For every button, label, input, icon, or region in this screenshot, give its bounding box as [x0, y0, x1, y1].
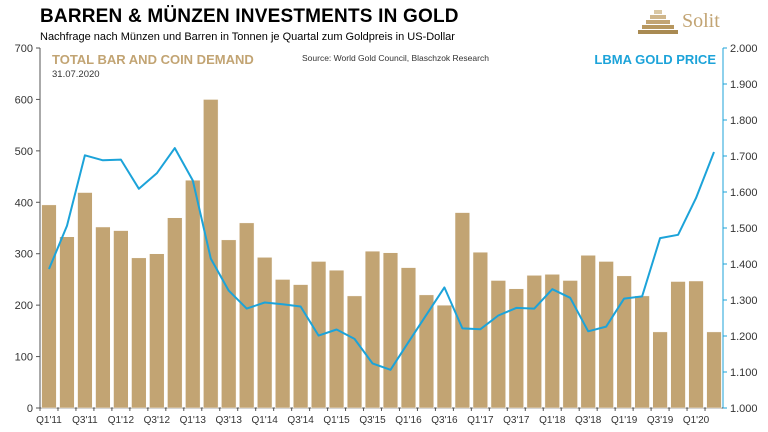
right-axis-tick-label: 1.600 — [730, 187, 758, 199]
bar — [328, 269, 345, 409]
bar — [221, 239, 237, 409]
date-label: 31.07.2020 — [52, 69, 100, 80]
bar — [652, 331, 668, 409]
bar — [59, 236, 75, 409]
bar — [239, 222, 255, 409]
x-axis-tick-label: Q3'19 — [647, 415, 674, 426]
bar — [544, 274, 560, 409]
x-axis-tick-label: Q1'15 — [323, 415, 350, 426]
x-axis-tick-label: Q1'13 — [180, 415, 207, 426]
x-axis-tick-label: Q1'11 — [36, 415, 62, 426]
bar — [562, 280, 578, 409]
left-axis-tick-label: 600 — [15, 94, 33, 106]
chart-subtitle: Nachfrage nach Münzen und Barren in Tonn… — [40, 31, 455, 43]
bar — [185, 179, 201, 409]
x-axis-tick-label: Q1'16 — [395, 415, 422, 426]
bar — [203, 99, 219, 409]
left-series-label: TOTAL BAR AND COIN DEMAND — [52, 52, 254, 67]
right-axis-tick-label: 1.000 — [730, 403, 758, 415]
bar — [41, 204, 57, 409]
left-axis-tick-label: 700 — [15, 43, 33, 55]
right-axis-tick-label: 1.700 — [730, 151, 758, 163]
x-axis-tick-label: Q3'12 — [144, 415, 171, 426]
bar — [346, 295, 363, 409]
left-axis-tick-label: 500 — [15, 146, 33, 158]
right-axis-tick-label: 2.000 — [730, 43, 758, 55]
line-series — [48, 147, 715, 371]
brand-logo: Solit — [636, 6, 756, 42]
bar — [292, 284, 309, 409]
brand-name: Solit — [682, 10, 720, 32]
right-axis-tick-label: 1.400 — [730, 259, 758, 271]
left-axis-tick-label: 300 — [15, 249, 33, 261]
bar — [598, 261, 614, 409]
right-axis-tick-label: 1.100 — [730, 367, 758, 379]
x-axis-tick-label: Q3'14 — [287, 415, 314, 426]
source-label: Source: World Gold Council, Blaschzok Re… — [302, 53, 489, 63]
bar — [131, 257, 147, 409]
right-series-label: LBMA GOLD PRICE — [594, 52, 716, 67]
bar — [364, 250, 381, 409]
bar — [616, 275, 632, 409]
x-axis-tick-label: Q1'14 — [251, 415, 278, 426]
gold-price-line — [48, 147, 715, 371]
x-axis-tick-label: Q1'19 — [611, 415, 638, 426]
right-axis-tick-label: 1.500 — [730, 223, 758, 235]
x-axis-tick-label: Q1'18 — [539, 415, 566, 426]
bar — [257, 257, 273, 409]
bar — [149, 253, 165, 409]
x-axis-tick-label: Q3'18 — [575, 415, 602, 426]
bar — [508, 288, 524, 409]
bar — [382, 252, 399, 409]
x-axis-tick-label: Q3'16 — [431, 415, 458, 426]
x-axis-tick-label: Q3'11 — [72, 415, 98, 426]
stepped-pyramid-icon — [638, 10, 678, 34]
bar — [95, 226, 111, 409]
bar — [113, 230, 129, 409]
bar — [688, 280, 704, 409]
chart-title: BARREN & MÜNZEN INVESTMENTS IN GOLD — [40, 6, 459, 27]
left-axis-tick-label: 400 — [15, 197, 33, 209]
x-axis-tick-label: Q3'13 — [216, 415, 243, 426]
right-axis-tick-label: 1.200 — [730, 331, 758, 343]
tick-labels: 0 100 200 300 400 500 600 700 1.000 1.100 1.200 1.3… — [15, 43, 758, 426]
bar — [418, 294, 435, 409]
bar — [454, 212, 471, 409]
bar — [670, 281, 686, 409]
bar — [436, 304, 453, 409]
bar — [490, 280, 506, 409]
right-axis-tick-label: 1.800 — [730, 115, 758, 127]
bar — [77, 192, 93, 409]
bar — [275, 279, 291, 409]
x-axis-tick-label: Q3'15 — [359, 415, 386, 426]
bar — [167, 217, 183, 409]
bar — [706, 331, 722, 409]
left-axis-tick-label: 100 — [15, 352, 33, 364]
right-axis-tick-label: 1.300 — [730, 295, 758, 307]
x-axis-tick-label: Q1'17 — [467, 415, 494, 426]
bar — [400, 267, 417, 409]
x-axis-tick-label: Q3'17 — [503, 415, 530, 426]
right-axis-tick-label: 1.900 — [730, 79, 758, 91]
x-axis-tick-label: Q1'12 — [108, 415, 135, 426]
left-axis-tick-label: 200 — [15, 300, 33, 312]
x-axis-tick-label: Q1'20 — [683, 415, 710, 426]
bar-series — [41, 99, 722, 409]
bar — [634, 295, 650, 409]
bar — [526, 275, 542, 409]
left-axis-tick-label: 0 — [27, 403, 33, 415]
